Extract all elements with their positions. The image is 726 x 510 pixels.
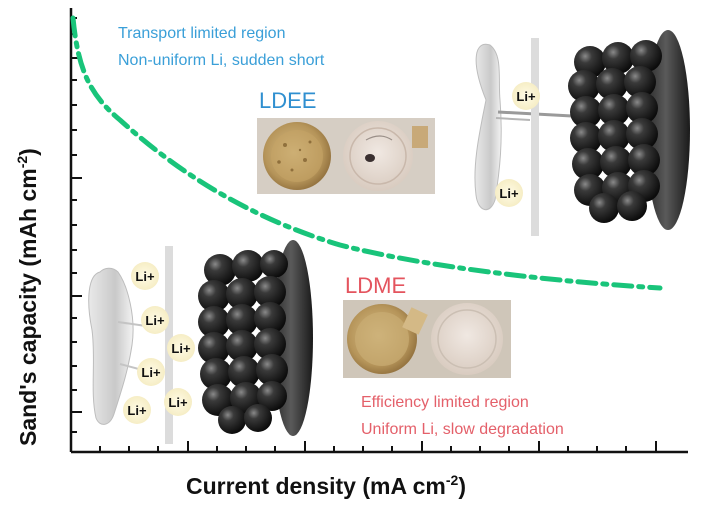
svg-text:Li+: Li+ [171,341,191,356]
plot-axes [69,8,688,454]
li-metal-anode-bottom [88,267,134,425]
svg-text:Li+: Li+ [135,269,155,284]
y-axis-ticks [71,17,82,433]
li-ion-bottom-6: Li+ [123,396,151,424]
li-ion-bottom-5: Li+ [164,388,192,416]
y-axis-label: Sand's capacity (mAh cm-2) [14,148,41,446]
uniform-li-label: Uniform Li, slow degradation [361,421,564,438]
separator-top [531,38,539,236]
cathode-particles-top [568,40,662,223]
ldme-separator-photo [431,303,503,375]
li-ion-top-1: Li+ [512,82,540,110]
svg-text:Li+: Li+ [127,403,147,418]
li-ion-top-2: Li+ [495,179,523,207]
non-uniform-li-label: Non-uniform Li, sudden short [118,52,325,69]
efficiency-limited-label: Efficiency limited region [361,394,529,411]
svg-text:Li+: Li+ [516,89,536,104]
cathode-particles-bottom [198,250,288,434]
svg-text:Li+: Li+ [145,313,165,328]
svg-text:Li+: Li+ [168,395,188,410]
li-ion-bottom-3: Li+ [167,334,195,362]
li-ion-bottom-4: Li+ [137,358,165,386]
svg-text:Li+: Li+ [499,186,519,201]
dendritic-li-schematic: Li+ Li+ [474,30,690,236]
ldme-sample-photos: LDME [343,273,511,378]
sands-capacity-trend-curve [70,15,663,291]
svg-text:Li+: Li+ [141,365,161,380]
x-axis-label: Current density (mA cm-2) [186,472,466,499]
ldee-separator-photo [343,121,413,191]
transport-limited-label: Transport limited region [118,25,285,42]
li-ion-bottom-1: Li+ [131,262,159,290]
ldee-label: LDEE [259,88,316,113]
x-axis-ticks [99,441,657,452]
li-metal-anode-top [474,43,502,210]
li-ion-bottom-2: Li+ [141,306,169,334]
uniform-li-schematic: Li+ Li+ Li+ Li+ Li+ Li+ [88,240,313,444]
ldme-label: LDME [345,273,406,298]
ldee-sample-photos: LDEE [257,88,435,194]
